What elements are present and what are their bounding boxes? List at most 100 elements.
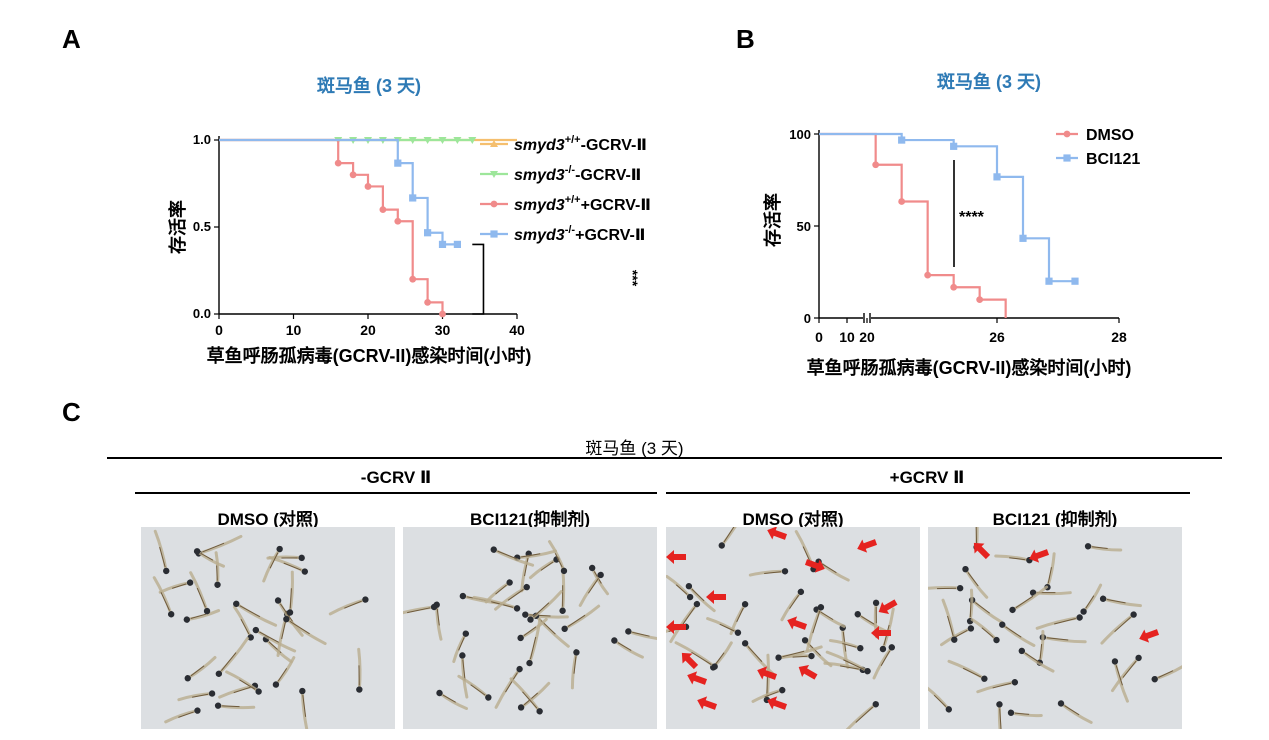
chart-b-y-tick-label: 100 [789, 127, 811, 142]
larva-eye [817, 604, 825, 611]
larva-body [492, 548, 535, 567]
zebrafish-larva [252, 626, 297, 653]
larva-eye [459, 592, 467, 600]
larva-gut [239, 679, 256, 690]
larva-eye [1009, 606, 1016, 614]
arrow-shape [878, 599, 898, 615]
larva-body [825, 650, 870, 673]
zebrafish-larva [183, 609, 221, 623]
larva-gut [967, 572, 979, 587]
larva-gut [567, 614, 586, 628]
zebrafish-larva [561, 604, 601, 633]
larva-eye [775, 654, 782, 661]
zebrafish-larva [527, 590, 563, 623]
larva-eye [951, 636, 958, 643]
panel-label-b: B [736, 24, 755, 54]
chart-a-point [438, 240, 447, 248]
zebrafish-larva [1100, 611, 1137, 645]
chart-a-y-tick-label: 1.0 [193, 132, 211, 147]
arrow-shape [706, 590, 726, 604]
zebrafish-larva [625, 628, 657, 641]
larva-gut [190, 665, 205, 677]
zebrafish-larva [214, 702, 256, 710]
larva-gut [789, 594, 800, 609]
larva-gut [1064, 705, 1080, 716]
larva-gut [1005, 626, 1022, 638]
larva-gut [1047, 567, 1052, 584]
arrow-shape [798, 664, 818, 680]
larva-gut [1085, 595, 1095, 609]
larva-gut [554, 553, 563, 568]
larva-gut [289, 620, 310, 635]
larva-eye [536, 708, 543, 715]
zebrafish-larva [436, 689, 468, 710]
larva-eye [233, 600, 240, 608]
photo-background [403, 527, 657, 729]
larva-eye [611, 637, 618, 644]
zebrafish-larva [706, 617, 742, 636]
larva-gut [200, 552, 214, 561]
larva-gut [1158, 670, 1174, 678]
zebrafish-larva [994, 554, 1033, 564]
larva-eye [517, 634, 524, 642]
larva-eye [163, 567, 170, 575]
zebrafish-larva [685, 583, 716, 613]
arrow-shape [666, 550, 686, 564]
larva-gut [302, 694, 307, 717]
larva-gut [171, 583, 187, 589]
larva-gut [279, 603, 293, 622]
larva-gut [792, 655, 808, 658]
chart-b-axes: 0 10 20 26 28 0 50 100 [789, 127, 1127, 345]
larva-body [152, 576, 173, 616]
chart-b-point [1045, 277, 1053, 285]
zebrafish-photo-bci121-infected [928, 527, 1182, 729]
larva-body [1035, 615, 1082, 630]
larva-eye [1011, 679, 1019, 686]
zebrafish-larva [780, 588, 805, 622]
arrow-shape [787, 616, 808, 630]
larva-eye [625, 628, 632, 635]
zebrafish-larva [666, 574, 694, 601]
chart-a-point [424, 229, 432, 237]
larva-gut [283, 562, 302, 571]
larva-body [494, 585, 529, 611]
chart-b-point [993, 173, 1001, 181]
panel-label-c: C [62, 397, 81, 427]
chart-a: 斑马鱼 (3 天) 0 10 20 30 40 0.0 0.5 1.0 smyd3+/+-GC… [167, 75, 651, 366]
larva-eye [967, 625, 975, 632]
legend-a-label: smyd3-/--GCRV-Ⅱ [514, 164, 641, 184]
chart-a-series-line [219, 138, 444, 314]
arrow-shape [804, 559, 825, 573]
larva-eye [956, 584, 964, 592]
arrow-shape [1139, 629, 1160, 643]
larva-gut [691, 651, 712, 665]
chart-a-series [219, 137, 517, 318]
chart-a-point [439, 310, 446, 318]
larva-gut [1114, 616, 1131, 633]
legend-b-swatch-marker [1063, 130, 1071, 138]
larva-gut [533, 602, 550, 618]
larva-eye [999, 621, 1006, 628]
larva-gut [969, 602, 972, 618]
chart-b-point [924, 271, 932, 279]
larva-body [357, 647, 362, 692]
photo-background [141, 527, 395, 729]
larva-gut [855, 706, 874, 723]
larva-gut [719, 623, 735, 632]
legend-b-label: BCI121 [1086, 151, 1140, 168]
larva-eye [1084, 543, 1092, 550]
larva-eye [183, 616, 191, 623]
zebrafish-larva [741, 640, 775, 676]
panel-c-top-rule [107, 457, 1222, 459]
zebrafish-larva [1084, 543, 1123, 552]
column-label-1: DMSO (对照) [217, 510, 319, 529]
larva-body [217, 636, 249, 676]
larva-gut [233, 686, 252, 694]
zebrafish-larva [193, 548, 226, 568]
larva-gut [462, 659, 466, 681]
larva-gut [981, 627, 994, 638]
larva-body [300, 689, 310, 729]
chart-b-series-line [819, 132, 1007, 318]
zebrafish-larva [526, 618, 542, 667]
zebrafish-larva [283, 615, 327, 646]
